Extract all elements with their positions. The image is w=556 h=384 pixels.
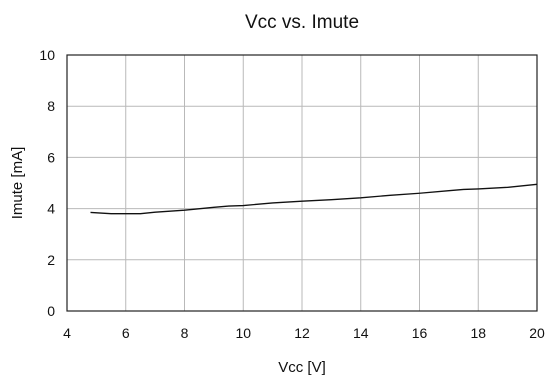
chart-title: Vcc vs. Imute — [245, 12, 359, 33]
grid-layer — [67, 55, 537, 311]
x-tick-label: 6 — [122, 325, 130, 341]
x-tick-label: 18 — [470, 325, 486, 341]
y-axis-label: Imute [mA] — [9, 147, 26, 220]
series-layer — [91, 184, 538, 213]
x-tick-label: 4 — [63, 325, 71, 341]
y-tick-label: 8 — [47, 98, 55, 114]
x-tick-label: 12 — [294, 325, 310, 341]
y-tick-label: 4 — [47, 201, 55, 217]
x-tick-label: 8 — [181, 325, 189, 341]
tick-layer: 4 6 8 10 12 14 16 18 20 0 2 4 6 8 10 — [39, 47, 545, 341]
y-tick-label: 2 — [47, 252, 55, 268]
x-tick-label: 14 — [353, 325, 369, 341]
x-tick-label: 16 — [412, 325, 428, 341]
y-tick-label: 0 — [47, 303, 55, 319]
x-axis-label: Vcc [V] — [278, 359, 326, 376]
y-tick-label: 6 — [47, 149, 55, 165]
x-tick-label: 10 — [235, 325, 251, 341]
series-line — [91, 184, 538, 213]
y-tick-label: 10 — [39, 47, 55, 63]
x-tick-label: 20 — [529, 325, 545, 341]
